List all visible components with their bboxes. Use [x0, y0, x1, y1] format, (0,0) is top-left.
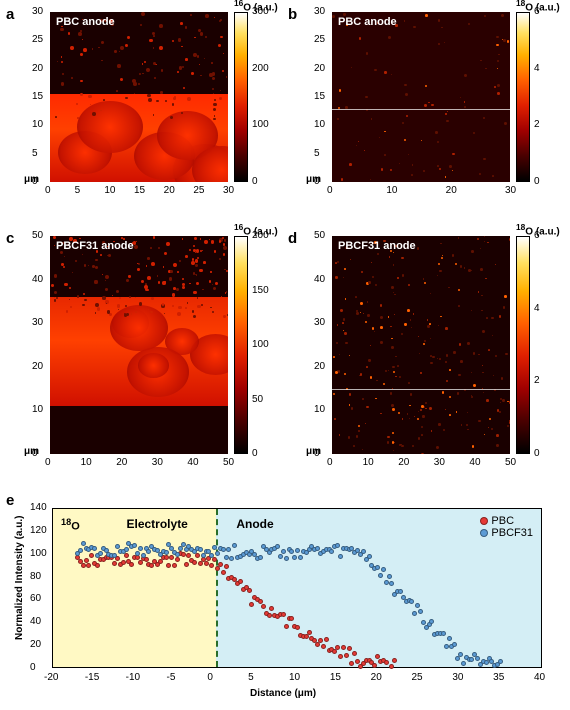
panel-b-title: PBC anode: [338, 16, 397, 28]
panel-c-title: PBCF31 anode: [56, 240, 134, 252]
panel-c: c PBCF31 anode μm 16O (a.u.): [6, 230, 281, 480]
panel-e-label: e: [6, 492, 14, 509]
panel-b: b PBC anode μm 18O (a.u.): [288, 6, 563, 206]
legend-pbcf31: PBCF31: [480, 527, 533, 539]
legend-pbc: PBC: [480, 515, 533, 527]
label-anode: Anode: [236, 517, 273, 531]
panel-b-label: b: [288, 6, 297, 23]
panel-d-label: d: [288, 230, 297, 247]
colorbar-b: [516, 12, 530, 182]
panel-d-title: PBCF31 anode: [338, 240, 416, 252]
heatmap-c: PBCF31 anode: [50, 236, 228, 454]
scatter-plot-e: 18O Electrolyte Anode PBC PBCF31: [52, 508, 542, 668]
legend-pbcf31-label: PBCF31: [491, 527, 533, 539]
panel-c-label: c: [6, 230, 14, 247]
panel-e-isotope: 18O: [61, 517, 80, 533]
heatmap-d: PBCF31 anode: [332, 236, 510, 454]
region-electrolyte: [53, 509, 216, 667]
legend-pbc-label: PBC: [491, 515, 514, 527]
panel-a-title: PBC anode: [56, 16, 115, 28]
heatmap-b: PBC anode: [332, 12, 510, 182]
panel-d: d PBCF31 anode μm 18O (a.u.): [288, 230, 563, 480]
region-divider: [216, 509, 218, 667]
x-axis-label: Distance (μm): [250, 688, 316, 699]
legend: PBC PBCF31: [480, 515, 533, 539]
panel-a-label: a: [6, 6, 14, 23]
colorbar-c: [234, 236, 248, 454]
heatmap-a: PBC anode: [50, 12, 228, 182]
panel-a: a PBC anode μm 16O (a.u.): [6, 6, 281, 206]
label-electrolyte: Electrolyte: [127, 517, 188, 531]
colorbar-d: [516, 236, 530, 454]
y-axis-label: Normalized Intensity (a.u.): [14, 516, 25, 640]
colorbar-a: [234, 12, 248, 182]
